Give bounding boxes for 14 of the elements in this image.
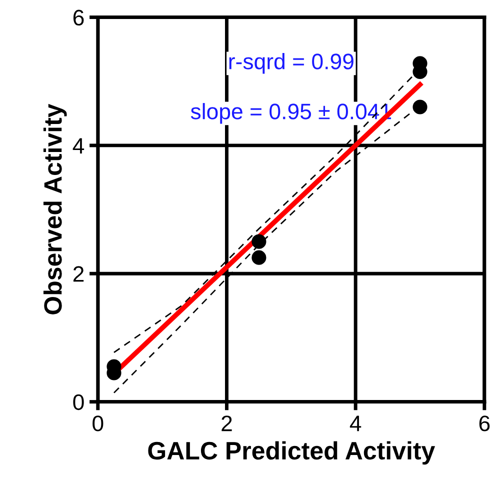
y-tick-label: 6 xyxy=(73,10,84,26)
y-tick-label: 2 xyxy=(73,266,84,282)
y-axis-title: Observed Activity xyxy=(43,104,67,314)
y-tick-label: 0 xyxy=(73,394,84,410)
point xyxy=(252,234,266,249)
x-tick-label: 4 xyxy=(350,416,362,432)
annotation: r-sqrd = 0.99 xyxy=(229,53,354,74)
point xyxy=(412,100,428,114)
y-tick-label: 4 xyxy=(72,138,84,154)
x-tick-label: 0 xyxy=(92,416,104,432)
x-tick-label: 6 xyxy=(479,416,490,432)
point xyxy=(252,250,266,265)
x-axis-title: GALC Predicted Activity xyxy=(148,441,436,465)
x-tick-label: 2 xyxy=(222,416,232,432)
